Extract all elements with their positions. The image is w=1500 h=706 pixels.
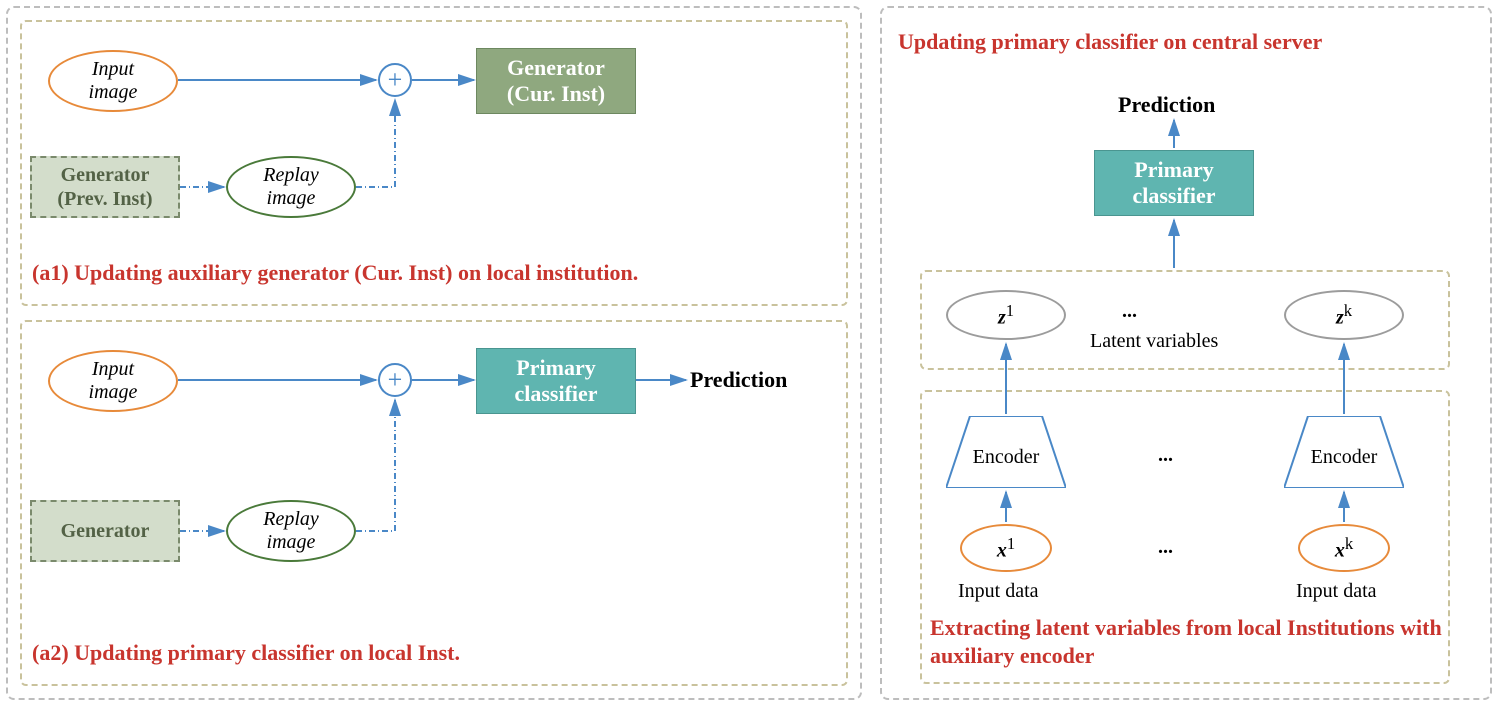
right-zk-ellipse: zk <box>1284 290 1404 340</box>
right-encoder-1: Encoder <box>946 416 1066 488</box>
a2-replay-image-label: Replay image <box>263 508 319 554</box>
right-input-data-1: Input data <box>958 580 1039 603</box>
right-encoder-k-label: Encoder <box>1284 446 1404 469</box>
a1-generator-prev-box: Generator (Prev. Inst) <box>30 156 180 218</box>
right-primary-classifier-label: Primary classifier <box>1132 157 1215 210</box>
right-x1-label: x1 <box>997 534 1015 563</box>
right-caption: Extracting latent variables from local I… <box>930 614 1450 669</box>
right-prediction-label: Prediction <box>1118 92 1215 118</box>
a2-plus-icon: + <box>378 363 412 397</box>
right-encoder-k: Encoder <box>1284 416 1404 488</box>
right-input-data-k: Input data <box>1296 580 1377 603</box>
a2-caption: (a2) Updating primary classifier on loca… <box>32 640 832 666</box>
right-xk-label: xk <box>1335 534 1353 563</box>
right-encoder-dots: ... <box>1158 444 1173 467</box>
right-x1-ellipse: x1 <box>960 524 1052 572</box>
a1-caption: (a1) Updating auxiliary generator (Cur. … <box>32 260 832 286</box>
right-latent-dots: ... <box>1122 300 1137 323</box>
right-x-dots: ... <box>1158 536 1173 559</box>
right-z1-ellipse: z1 <box>946 290 1066 340</box>
a1-generator-cur-label: Generator (Cur. Inst) <box>507 55 605 108</box>
right-z1-label: z1 <box>998 301 1014 330</box>
a2-primary-classifier-label: Primary classifier <box>514 355 597 408</box>
a2-input-image-ellipse: Input image <box>48 350 178 412</box>
a2-input-image-label: Input image <box>89 358 138 404</box>
right-primary-classifier-box: Primary classifier <box>1094 150 1254 216</box>
a1-generator-prev-label: Generator (Prev. Inst) <box>57 163 152 211</box>
a2-primary-classifier-box: Primary classifier <box>476 348 636 414</box>
right-zk-label: zk <box>1336 301 1352 330</box>
right-latent-label: Latent variables <box>1090 330 1218 353</box>
a2-replay-image-ellipse: Replay image <box>226 500 356 562</box>
a2-generator-label: Generator <box>61 519 150 543</box>
a1-generator-cur-box: Generator (Cur. Inst) <box>476 48 636 114</box>
right-title: Updating primary classifier on central s… <box>898 28 1458 57</box>
a2-prediction-label: Prediction <box>690 367 787 393</box>
a1-input-image-label: Input image <box>89 58 138 104</box>
right-encoder-1-label: Encoder <box>946 446 1066 469</box>
a1-input-image-ellipse: Input image <box>48 50 178 112</box>
a1-replay-image-ellipse: Replay image <box>226 156 356 218</box>
a2-generator-box: Generator <box>30 500 180 562</box>
a1-plus-icon: + <box>378 63 412 97</box>
right-xk-ellipse: xk <box>1298 524 1390 572</box>
a1-replay-image-label: Replay image <box>263 164 319 210</box>
